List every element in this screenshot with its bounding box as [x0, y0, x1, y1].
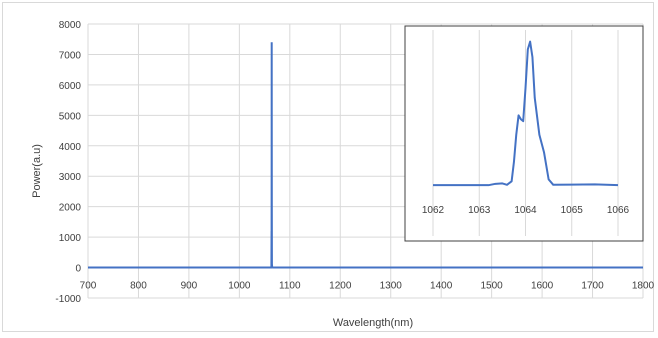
x-tick-label: 1000 — [228, 281, 251, 292]
x-tick-label: 1600 — [531, 281, 554, 292]
y-tick-label: 6000 — [59, 81, 82, 92]
x-tick-label: 1400 — [430, 281, 453, 292]
y-axis-label: Power(a.u) — [31, 144, 43, 198]
inset-gridlines — [432, 30, 619, 236]
x-tick-label: 1700 — [581, 281, 604, 292]
x-tick-label: 700 — [80, 281, 97, 292]
chart-svg: -1000 0 1000 2000 3000 4000 5000 6000 7000 8000 70… — [31, 20, 655, 329]
y-tick-label: 4000 — [59, 142, 82, 153]
inset-frame — [404, 25, 644, 242]
y-tick-label: 0 — [75, 264, 81, 275]
x-axis-label: Wavelength(nm) — [333, 317, 413, 329]
x-tick-label: 800 — [130, 281, 147, 292]
x-tick-label: 1300 — [380, 281, 403, 292]
y-tick-label: 7000 — [59, 50, 82, 61]
x-tick-label: 900 — [181, 281, 198, 292]
y-tick-label: 8000 — [59, 20, 82, 31]
inset-x-tick-label: 1066 — [607, 205, 630, 216]
inset-chart: 1062 1063 1064 1065 1066 — [404, 25, 644, 242]
x-tick-label: 1500 — [481, 281, 504, 292]
y-tick-label: 1000 — [59, 233, 82, 244]
y-tick-label: 3000 — [59, 172, 82, 183]
inset-series-line — [433, 40, 619, 187]
x-tick-label: 1200 — [329, 281, 352, 292]
inset-x-tick-label: 1062 — [422, 205, 445, 216]
main-series-group — [88, 42, 643, 269]
x-tick-label: 1100 — [279, 281, 301, 292]
inset-x-tick-label: 1064 — [514, 205, 537, 216]
y-tick-label: 2000 — [59, 203, 82, 214]
inset-series-group — [433, 40, 619, 187]
inset-x-tick-label: 1065 — [561, 205, 584, 216]
main-series-line — [88, 42, 643, 269]
main-tick-labels: -1000 0 1000 2000 3000 4000 5000 6000 7000 8000 70… — [55, 20, 654, 305]
inset-x-tick-label: 1063 — [468, 205, 491, 216]
y-tick-label: -1000 — [55, 294, 81, 305]
y-tick-label: 5000 — [59, 111, 82, 122]
inset-tick-labels: 1062 1063 1064 1065 1066 — [422, 205, 630, 216]
x-tick-label: 1800 — [632, 281, 655, 292]
chart-area: -1000 0 1000 2000 3000 4000 5000 6000 7000 8000 70… — [2, 2, 655, 332]
